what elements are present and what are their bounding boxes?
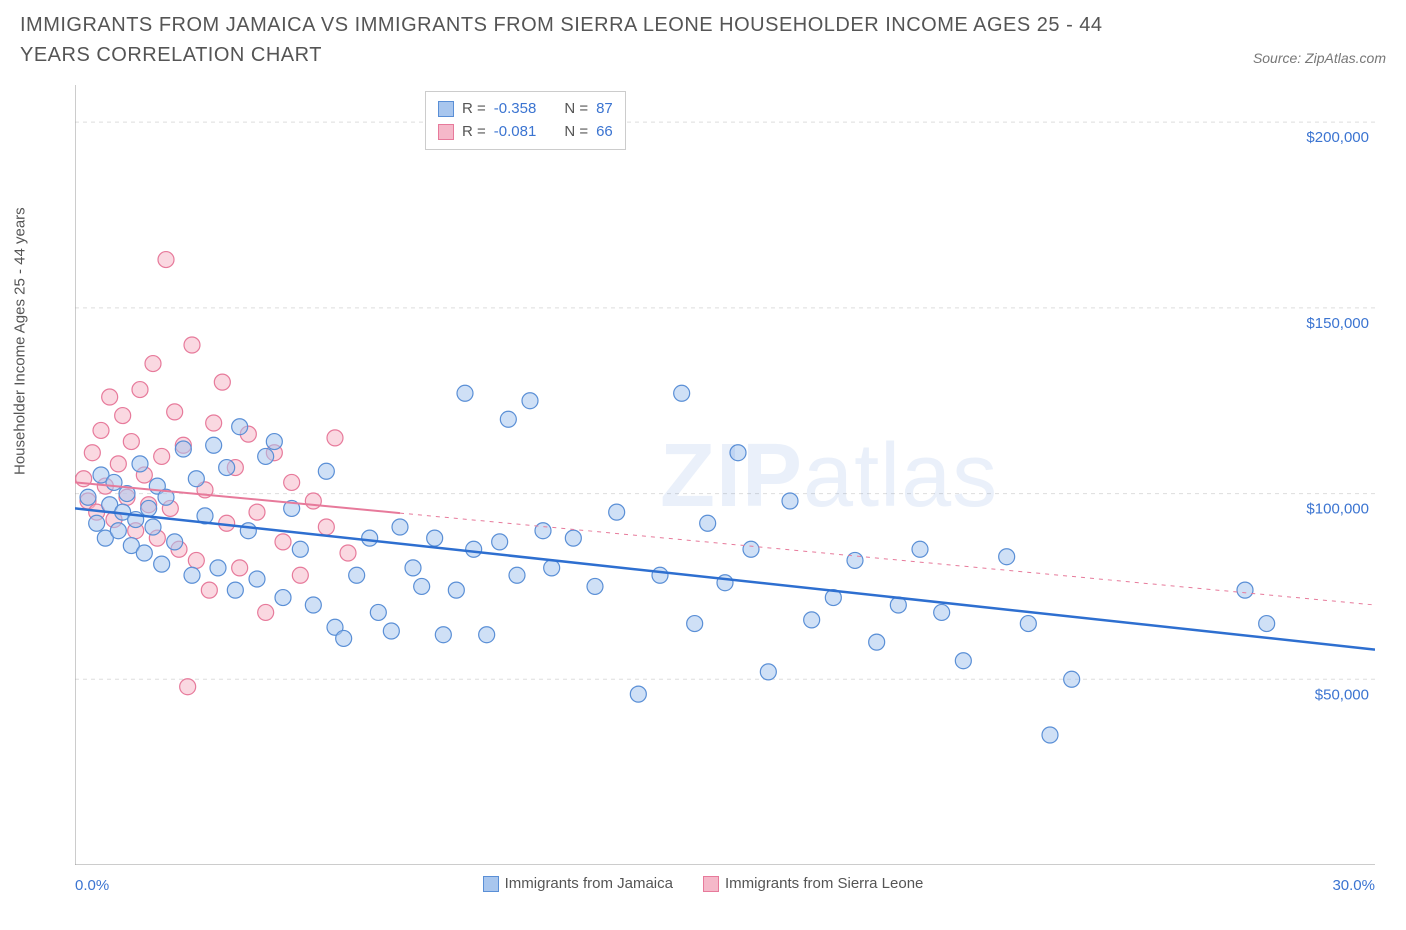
stats-row: R = -0.081N = 66 (438, 121, 613, 144)
stats-legend-box: R = -0.358N = 87R = -0.081N = 66 (425, 91, 626, 150)
legend-item-sierra: Immigrants from Sierra Leone (703, 875, 923, 892)
svg-text:$150,000: $150,000 (1306, 315, 1369, 332)
legend-label-jamaica: Immigrants from Jamaica (505, 875, 673, 892)
svg-text:$100,000: $100,000 (1306, 501, 1369, 518)
chart-header: IMMIGRANTS FROM JAMAICA VS IMMIGRANTS FR… (0, 0, 1406, 70)
chart-container: Householder Income Ages 25 - 44 years $5… (20, 85, 1386, 905)
legend-label-sierra: Immigrants from Sierra Leone (725, 875, 923, 892)
svg-text:$200,000: $200,000 (1306, 129, 1369, 146)
bottom-legend: Immigrants from Jamaica Immigrants from … (20, 875, 1386, 892)
legend-swatch-sierra (703, 876, 719, 892)
stats-row: R = -0.358N = 87 (438, 98, 613, 121)
chart-title: IMMIGRANTS FROM JAMAICA VS IMMIGRANTS FR… (20, 10, 1120, 70)
scatter-plot: $50,000 $100,000 $150,000 $200,000 (75, 85, 1375, 865)
svg-text:$50,000: $50,000 (1315, 686, 1369, 703)
y-axis-label: Householder Income Ages 25 - 44 years (12, 207, 29, 475)
chart-source: Source: ZipAtlas.com (1253, 50, 1386, 70)
legend-item-jamaica: Immigrants from Jamaica (483, 875, 673, 892)
legend-swatch-jamaica (483, 876, 499, 892)
